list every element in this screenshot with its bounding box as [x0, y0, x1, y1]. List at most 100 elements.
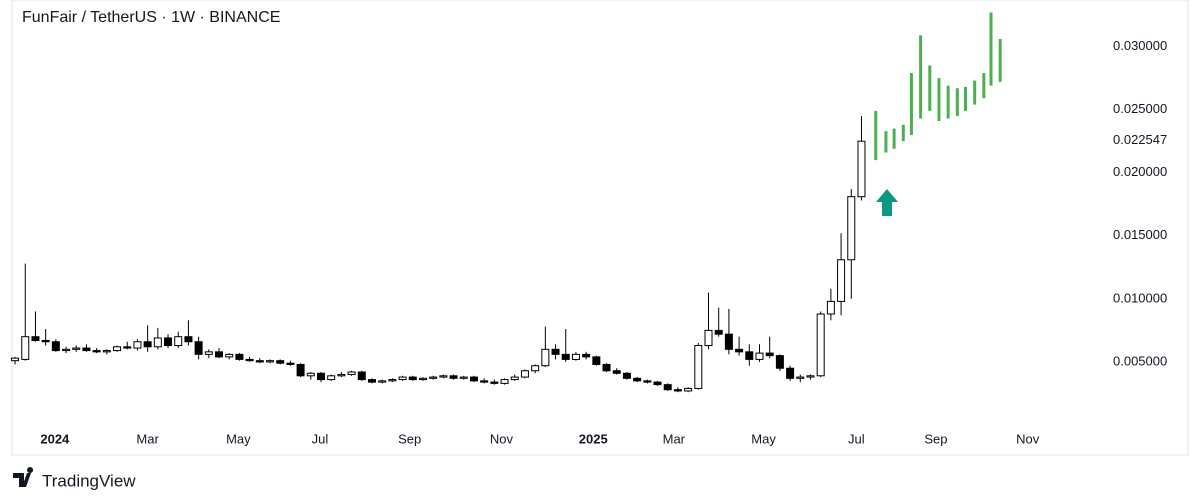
candle-body	[133, 341, 142, 349]
candle-body	[429, 376, 438, 379]
y-tick-label: 0.010000	[1113, 290, 1167, 305]
candle-body	[469, 376, 478, 382]
y-tick-label: 0.015000	[1113, 227, 1167, 242]
candle-body	[541, 348, 550, 367]
candle-body	[612, 370, 621, 374]
candle-body	[41, 339, 50, 343]
candle-body	[571, 353, 580, 360]
candle-body	[378, 380, 387, 383]
x-tick-label: May	[226, 431, 251, 446]
candle-body	[786, 367, 795, 379]
x-tick-label: Sep	[924, 431, 947, 446]
candle-body	[551, 348, 560, 355]
candle-body	[11, 357, 20, 362]
candle-body	[235, 353, 244, 360]
candle-body	[439, 375, 448, 378]
candle-body	[92, 350, 101, 353]
up-arrow	[876, 189, 898, 216]
candle-body	[459, 376, 468, 379]
chart-frame	[11, 0, 1189, 456]
candle-body	[582, 353, 591, 358]
x-tick-label: May	[751, 431, 776, 446]
x-tick-label: Jul	[848, 431, 865, 446]
candle-body	[847, 196, 856, 261]
candle-body	[510, 376, 519, 381]
candle-body	[367, 379, 376, 383]
candle-body	[592, 356, 601, 365]
candle-body	[347, 371, 356, 376]
x-tick-label: Mar	[136, 431, 159, 446]
tv-logo	[13, 467, 34, 487]
candle-body	[520, 370, 529, 378]
candle-body	[775, 355, 784, 369]
candle-body	[694, 345, 703, 389]
candle-body	[714, 329, 723, 335]
last-price-label: 0.022547	[1113, 132, 1167, 147]
candle-body	[490, 381, 499, 384]
candle-body	[408, 376, 417, 381]
y-tick-label: 0.025000	[1113, 101, 1167, 116]
candle-body	[745, 351, 754, 360]
candle-body	[102, 350, 111, 353]
candle-body	[51, 341, 60, 352]
candle-body	[245, 358, 254, 362]
x-tick-label: Jul	[312, 431, 329, 446]
candle-body	[857, 140, 866, 198]
candle-body	[561, 353, 570, 360]
candle-body	[388, 379, 397, 382]
candle-body	[184, 336, 193, 343]
candle-body	[796, 376, 805, 379]
candle-body	[62, 348, 71, 352]
x-tick-label: 2024	[40, 431, 70, 446]
candle-body	[765, 352, 774, 357]
x-tick-label: Mar	[663, 431, 686, 446]
candle-body	[531, 365, 540, 372]
candle-body	[724, 333, 733, 350]
candle-body	[622, 372, 631, 379]
candle-body	[357, 371, 366, 381]
candle-body	[480, 380, 489, 383]
candle-body	[602, 363, 611, 372]
candle-body	[500, 379, 509, 384]
candle-body	[123, 346, 132, 349]
y-tick-label: 0.030000	[1113, 38, 1167, 53]
chart-title: FunFair / TetherUS · 1W · BINANCE	[22, 9, 280, 26]
candle-body	[316, 372, 325, 381]
x-tick-label: Nov	[490, 431, 514, 446]
candle-body	[286, 362, 295, 365]
candle-body	[225, 353, 234, 358]
tv-logo-icon	[13, 467, 34, 487]
candle-body	[653, 381, 662, 386]
candle-body	[72, 347, 81, 350]
candle-body	[153, 337, 162, 348]
candle-body	[643, 380, 652, 383]
candle-body	[306, 372, 315, 377]
candle-body	[82, 347, 91, 352]
candle-body	[418, 377, 427, 381]
candle-body	[327, 375, 336, 381]
candle-body	[449, 375, 458, 379]
candle-body	[164, 337, 173, 347]
candle-body	[816, 313, 825, 377]
candle-body	[21, 336, 30, 360]
candle-body	[337, 374, 346, 377]
candle-body	[276, 360, 285, 364]
y-tick-label: 0.020000	[1113, 164, 1167, 179]
candle-body	[806, 375, 815, 378]
candle-body	[31, 336, 40, 341]
candle-body	[826, 300, 835, 315]
candle-body	[663, 384, 672, 391]
candle-body	[266, 360, 275, 363]
candle-body	[143, 341, 152, 348]
candle-body	[633, 377, 642, 382]
candle-body	[296, 363, 305, 377]
candle-body	[113, 346, 122, 352]
candle-body	[684, 387, 693, 392]
x-tick-label: 2025	[579, 431, 608, 446]
y-tick-label: 0.005000	[1113, 353, 1167, 368]
candle-body	[215, 351, 224, 358]
candle-body	[255, 360, 264, 363]
candle-body	[755, 352, 764, 360]
candle-body	[398, 376, 407, 381]
